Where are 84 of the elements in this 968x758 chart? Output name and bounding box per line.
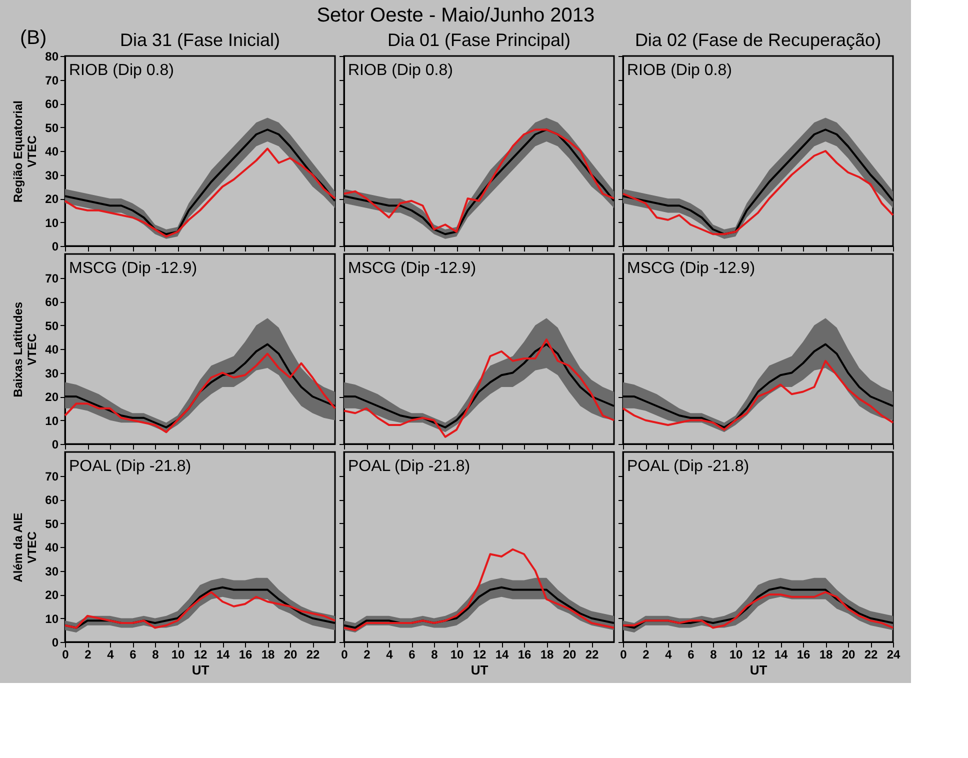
y-tick-label: 60 bbox=[45, 295, 59, 309]
y-tick-label: 30 bbox=[45, 366, 59, 380]
annotation: RIOB (Dip 0.8) bbox=[348, 62, 453, 79]
x-tick-label: 22 bbox=[306, 648, 320, 662]
y-tick-label: 30 bbox=[45, 564, 59, 578]
x-tick-label: 12 bbox=[472, 648, 486, 662]
y-tick-label: 50 bbox=[45, 318, 59, 333]
y-tick-label: 0 bbox=[52, 438, 59, 452]
x-tick-label: 10 bbox=[729, 648, 743, 662]
annotation: POAL (Dip -21.8) bbox=[348, 458, 470, 475]
y-tick-label: 40 bbox=[45, 342, 59, 356]
x-tick-label: 12 bbox=[194, 648, 208, 662]
text: Setor Oeste - Maio/Junho 2013 bbox=[316, 4, 595, 26]
y-axis-title: Além da AIE VTEC bbox=[11, 512, 40, 582]
annotation: MSCG (Dip -12.9) bbox=[627, 260, 756, 277]
chart-title: Dia 02 (Fase de Recuperação) bbox=[634, 30, 882, 50]
y-tick-label: 20 bbox=[45, 390, 59, 404]
x-tick-label: 0 bbox=[62, 648, 70, 662]
annotation: MSCG (Dip -12.9) bbox=[69, 260, 198, 277]
y-axis-title: Região Equatorial VTEC bbox=[11, 100, 40, 203]
x-tick-label: 2 bbox=[364, 648, 371, 662]
x-tick-label: 14 bbox=[774, 648, 788, 662]
x-axis-title: UT bbox=[192, 662, 210, 678]
x-tick-label: 16 bbox=[238, 648, 252, 662]
annotation: MSCG (Dip -12.9) bbox=[348, 260, 476, 277]
y-tick-label: 20 bbox=[45, 192, 59, 206]
chart-title: Dia 31 (Fase Inicial) bbox=[120, 30, 280, 50]
x-tick-label: 8 bbox=[152, 648, 160, 662]
y-tick-label: 10 bbox=[45, 612, 59, 626]
y-tick-label: 10 bbox=[45, 216, 59, 230]
x-tick-label: 16 bbox=[518, 648, 532, 662]
x-tick-label: 10 bbox=[450, 648, 464, 662]
x-tick-label: 6 bbox=[688, 648, 695, 662]
x-tick-label: 2 bbox=[642, 648, 650, 662]
y-tick-label: 10 bbox=[45, 414, 59, 428]
y-axis-title: Baixas Latitudes VTEC bbox=[11, 301, 40, 398]
x-tick-label: 2 bbox=[84, 648, 92, 662]
x-tick-label: 20 bbox=[842, 648, 856, 662]
chart-title: Dia 01 (Fase Principal) bbox=[387, 30, 571, 50]
annotation: POAL (Dip -21.8) bbox=[627, 458, 750, 475]
y-tick-label: 80 bbox=[45, 50, 59, 64]
x-tick-label: 4 bbox=[665, 648, 672, 662]
x-tick-label: 18 bbox=[819, 648, 833, 662]
x-tick-label: 4 bbox=[386, 648, 394, 662]
x-tick-label: 18 bbox=[261, 648, 275, 662]
text: (B) bbox=[20, 27, 47, 49]
x-tick-label: 20 bbox=[284, 648, 298, 662]
y-tick-label: 30 bbox=[45, 168, 59, 182]
line-series bbox=[64, 352, 336, 434]
x-tick-label: 22 bbox=[864, 648, 878, 662]
x-tick-label: 6 bbox=[408, 648, 416, 662]
x-tick-label: 8 bbox=[710, 648, 718, 662]
annotation: RIOB (Dip 0.8) bbox=[627, 62, 732, 79]
y-tick-label: 40 bbox=[45, 540, 59, 554]
y-tick-label: 60 bbox=[45, 97, 59, 111]
x-tick-label: 14 bbox=[216, 648, 230, 662]
x-tick-label: 10 bbox=[171, 648, 185, 662]
x-tick-label: 20 bbox=[562, 648, 576, 662]
x-tick-label: 4 bbox=[107, 648, 114, 662]
annotation: POAL (Dip -21.8) bbox=[69, 458, 192, 475]
x-tick-label: 16 bbox=[796, 648, 810, 662]
x-tick-label: 8 bbox=[431, 648, 438, 662]
annotation: RIOB (Dip 0.8) bbox=[69, 62, 174, 79]
y-tick-label: 50 bbox=[45, 120, 59, 135]
x-tick-label: 24 bbox=[886, 648, 900, 662]
x-tick-label: 6 bbox=[130, 648, 137, 662]
x-tick-label: 22 bbox=[585, 648, 599, 662]
x-tick-label: 12 bbox=[752, 648, 766, 662]
x-tick-label: 0 bbox=[620, 648, 628, 662]
x-tick-label: 18 bbox=[540, 648, 554, 662]
x-axis-title: UT bbox=[750, 662, 768, 678]
line-series bbox=[64, 148, 336, 238]
x-tick-label: 14 bbox=[495, 648, 509, 662]
y-tick-label: 0 bbox=[52, 240, 59, 254]
x-tick-label: 0 bbox=[341, 648, 348, 662]
x-axis-title: UT bbox=[470, 662, 488, 678]
y-tick-label: 40 bbox=[45, 144, 59, 158]
y-tick-label: 70 bbox=[45, 469, 59, 484]
y-tick-label: 70 bbox=[45, 73, 59, 88]
y-tick-label: 70 bbox=[45, 271, 59, 286]
y-tick-label: 0 bbox=[52, 636, 59, 650]
y-tick-label: 20 bbox=[45, 588, 59, 602]
y-tick-label: 50 bbox=[45, 516, 59, 531]
y-tick-label: 60 bbox=[45, 493, 59, 507]
